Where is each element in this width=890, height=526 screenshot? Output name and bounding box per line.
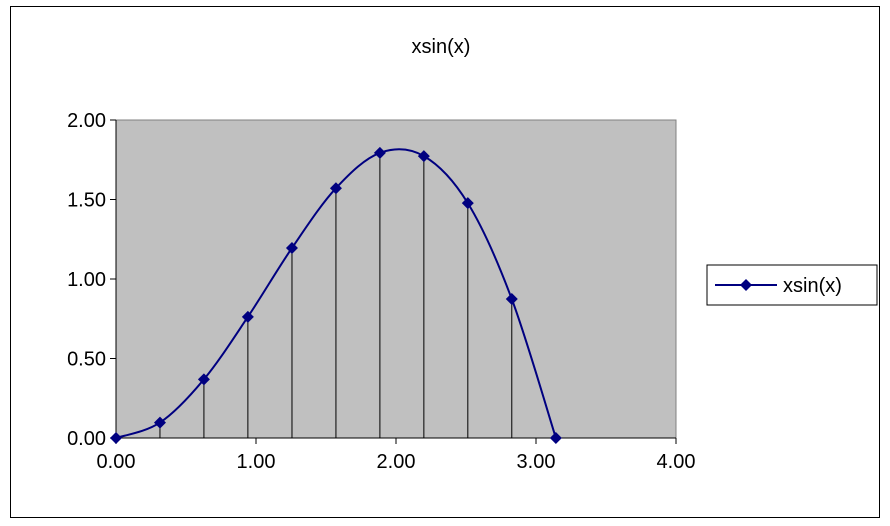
y-tick-label: 0.00	[67, 428, 106, 450]
x-tick-label: 2.00	[377, 451, 416, 473]
legend-label-xsin: xsin(x)	[783, 275, 842, 297]
data-point-marker	[110, 432, 122, 444]
drop-lines	[159, 152, 513, 438]
y-tick-label: 1.00	[67, 269, 106, 291]
data-point-marker	[241, 310, 254, 323]
chart-title: xsin(x)	[412, 36, 471, 58]
data-point-marker	[505, 293, 518, 306]
x-tick-label: 4.00	[657, 451, 696, 473]
data-point-marker	[329, 182, 342, 195]
series-group	[110, 146, 562, 444]
data-point-marker	[197, 373, 210, 386]
y-tick-label: 1.50	[67, 190, 106, 212]
data-point-marker	[285, 241, 298, 254]
data-point-marker	[417, 150, 430, 163]
chart-svg: xsin(x) 0.00 0.50 1.00 1.50 2.00 0.00 1.00 2.0…	[67, 36, 878, 473]
y-axis-ticks: 0.00 0.50 1.00 1.50 2.00	[67, 110, 116, 450]
legend-marker	[740, 279, 752, 291]
x-axis-ticks: 0.00 1.00 2.00 3.00 4.00	[97, 438, 696, 473]
data-point-marker	[373, 146, 386, 159]
data-point-marker	[153, 416, 166, 429]
data-point-marker	[461, 197, 474, 210]
legend: xsin(x)	[706, 264, 878, 306]
data-point-marker	[549, 432, 562, 444]
x-tick-label: 0.00	[97, 451, 136, 473]
plot-area	[115, 119, 677, 439]
chart-frame: xsin(x) 0.00 0.50 1.00 1.50 2.00 0.00 1.00 2.0…	[10, 6, 880, 518]
y-tick-label: 2.00	[67, 110, 106, 132]
x-tick-label: 3.00	[517, 451, 556, 473]
x-tick-label: 1.00	[237, 451, 276, 473]
y-tick-label: 0.50	[67, 349, 106, 371]
